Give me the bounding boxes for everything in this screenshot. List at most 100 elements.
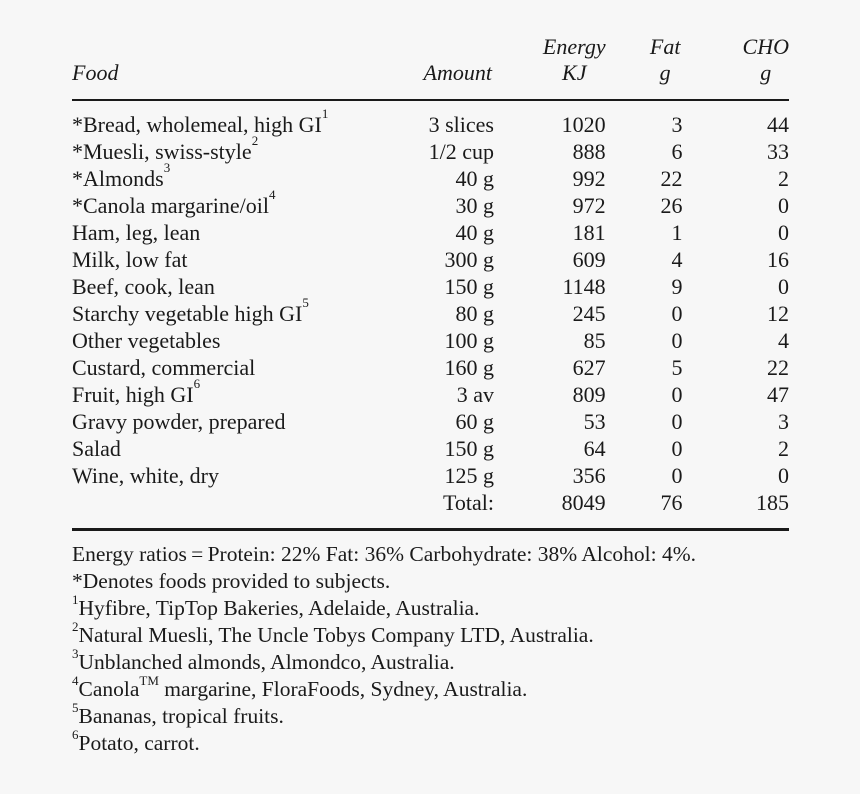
footnote-text-prefix: Canola [78,677,140,701]
energy-cell: 1148 [562,274,606,299]
table-row: Wine, white, dry 125 g 356 0 0 [72,462,789,489]
footnote-number: 5 [72,700,79,715]
food-name: Gravy powder, prepared [72,409,286,434]
cho-cell: 0 [778,193,789,218]
trademark-mark: TM [139,673,159,688]
food-name: Starchy vegetable high GI [72,301,303,326]
footnote-item: 3Unblanched almonds, Almondco, Australia… [72,646,696,676]
header-amount-label: Amount [423,60,492,85]
amount-cell: 150 g [444,436,495,461]
header-fat-line2: g [659,60,671,85]
food-name: Beef, cook, lean [72,274,215,299]
energy-cell: 356 [572,463,606,488]
footnote-marker: 6 [193,376,201,391]
footnote-number: 4 [72,673,79,688]
cho-cell: 0 [778,463,789,488]
fat-cell: 0 [671,463,683,488]
energy-cell: 809 [572,382,606,407]
food-name: Custard, commercial [72,355,256,380]
table-row: Starchy vegetable high GI5 80 g 245 0 12 [72,296,789,327]
food-name: Fruit, high GI [72,382,194,407]
total-label: Total: [442,490,494,515]
energy-cell: 627 [572,355,606,380]
fat-cell: 3 [671,112,683,137]
total-energy: 8049 [561,490,606,515]
cho-cell: 44 [767,112,789,137]
fat-cell: 0 [671,409,683,434]
total-cho: 185 [756,490,789,515]
table-row: *Almonds3 40 g 992 22 2 [72,161,789,192]
energy-cell: 1020 [561,112,606,137]
fat-cell: 9 [671,274,683,299]
footnote-text: Unblanched almonds, Almondco, Australia. [78,650,455,674]
table-row: Gravy powder, prepared 60 g 53 0 3 [72,408,789,435]
food-cell: Fruit, high GI6 [72,377,396,408]
table-notes: Energy ratios = Protein: 22% Fat: 36% Ca… [72,541,696,757]
table-row: Beef, cook, lean 150 g 1148 9 0 [72,273,789,300]
amount-cell: 300 g [444,247,495,272]
amount-cell: 60 g [455,409,495,434]
header-fat: Fat g [606,34,683,100]
food-cell: Custard, commercial [72,354,396,381]
fat-cell: 26 [660,193,683,218]
footnote-item: 4CanolaTM margarine, FloraFoods, Sydney,… [72,673,696,703]
amount-cell: 3 slices [428,112,494,137]
food-cell: Other vegetables [72,327,396,354]
amount-cell: 3 av [456,382,494,407]
energy-cell: 85 [583,328,606,353]
amount-cell: 40 g [455,166,495,191]
fat-cell: 1 [671,220,683,245]
fat-cell: 0 [671,328,683,353]
cho-cell: 3 [778,409,789,434]
cho-cell: 0 [778,274,789,299]
table-row: Fruit, high GI6 3 av 809 0 47 [72,377,789,408]
header-energy: Energy KJ [494,34,606,100]
amount-cell: 125 g [444,463,495,488]
footnote-item: 6Potato, carrot. [72,728,696,757]
food-name: *Muesli, swiss-style [72,139,252,164]
footnote-item: 1Hyfibre, TipTop Bakeries, Adelaide, Aus… [72,593,696,622]
food-name: Salad [72,436,121,461]
table-row: *Bread, wholemeal, high GI1 3 slices 1020 3… [72,100,789,138]
food-name: Milk, low fat [72,247,188,272]
fat-cell: 22 [660,166,683,191]
footnote-marker: 1 [321,106,329,121]
food-cell: Salad [72,435,396,462]
header-cho: CHO g [682,34,789,100]
food-cell: Beef, cook, lean [72,273,396,300]
header-food-label: Food [72,60,119,85]
total-fat: 76 [660,490,683,515]
header-cho-line1: CHO [742,34,789,59]
energy-ratios-note: Energy ratios = Protein: 22% Fat: 36% Ca… [72,542,697,566]
footnote-marker: 5 [302,295,309,310]
amount-cell: 40 g [455,220,495,245]
food-cell: Starchy vegetable high GI5 [72,296,396,327]
header-energy-line1: Energy [542,34,606,59]
food-cell: Ham, leg, lean [72,219,396,246]
footnote-list: 1Hyfibre, TipTop Bakeries, Adelaide, Aus… [72,593,696,757]
footnote-marker: 2 [251,133,259,148]
food-cell: *Almonds3 [72,161,396,192]
food-name: *Canola margarine/oil [72,193,269,218]
energy-cell: 53 [583,409,606,434]
amount-cell: 150 g [444,274,495,299]
cho-cell: 33 [767,139,789,164]
footnote-number: 3 [72,646,79,661]
footnote-text: Hyfibre, TipTop Bakeries, Adelaide, Aust… [78,596,480,620]
table-row: Custard, commercial 160 g 627 5 22 [72,354,789,381]
footnote-text: margarine, FloraFoods, Sydney, Australia… [158,677,528,701]
cho-cell: 2 [778,166,789,191]
footnote-marker: 3 [163,160,171,175]
energy-cell: 245 [572,301,606,326]
energy-cell: 609 [572,247,606,272]
food-cell: *Canola margarine/oil4 [72,188,396,219]
food-name: *Bread, wholemeal, high GI [72,112,322,137]
energy-cell: 64 [583,436,606,461]
table-header-row: Food Amount Energy KJ Fat g CHO g [72,34,789,100]
cho-cell: 22 [767,355,789,380]
amount-cell: 100 g [444,328,495,353]
cho-cell: 0 [778,220,789,245]
header-cho-line2: g [760,60,772,85]
food-cell: Gravy powder, prepared [72,408,396,435]
fat-cell: 6 [671,139,683,164]
